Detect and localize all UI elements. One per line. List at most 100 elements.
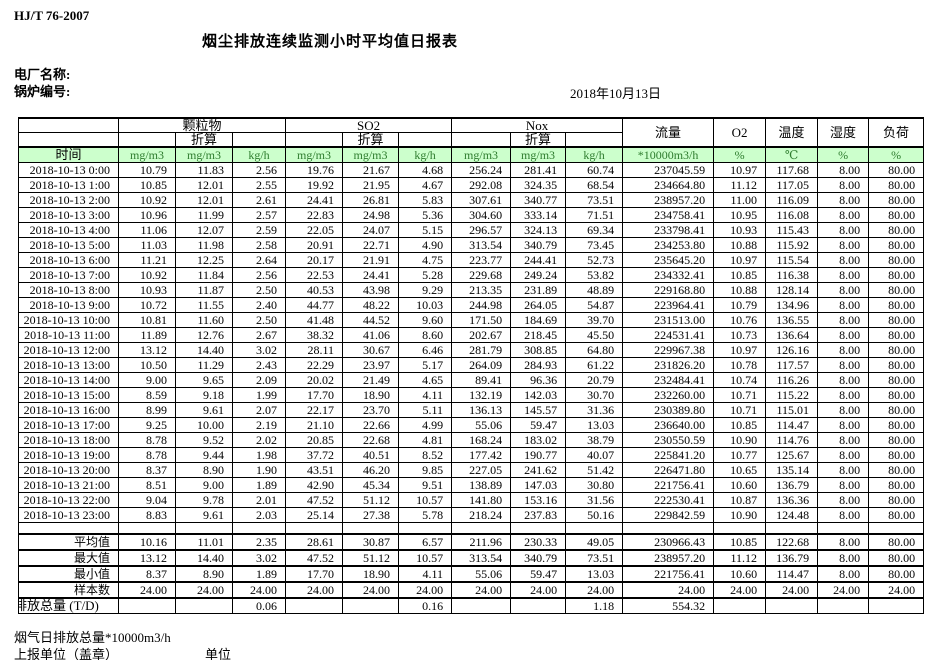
value-cell: 80.00 <box>868 492 925 508</box>
time-cell: 2018-10-13 23:00 <box>18 507 119 523</box>
value-cell: 53.82 <box>565 267 624 283</box>
value-cell: 11.21 <box>118 252 176 268</box>
value-cell: 10.90 <box>713 432 767 448</box>
value-cell: 4.75 <box>398 252 453 268</box>
time-cell: 2018-10-13 7:00 <box>18 267 119 283</box>
summary-value-cell: 80.00 <box>868 565 925 583</box>
value-cell: 292.08 <box>451 177 512 193</box>
value-cell: 10.97 <box>713 162 767 178</box>
value-cell: 80.00 <box>868 297 925 313</box>
value-cell: 11.99 <box>175 207 233 223</box>
value-cell: 21.49 <box>342 372 400 388</box>
summary-value-cell: 17.70 <box>285 565 344 583</box>
summary-value-cell: 24.00 <box>622 581 715 599</box>
value-cell: 2.07 <box>231 402 287 418</box>
value-cell: 2.43 <box>231 357 287 373</box>
value-cell: 183.02 <box>510 432 567 448</box>
value-cell: 171.50 <box>451 312 512 328</box>
value-cell: 2.19 <box>231 417 287 433</box>
time-cell: 2018-10-13 11:00 <box>18 327 119 343</box>
summary-value-cell: 114.47 <box>765 565 819 583</box>
time-cell: 2018-10-13 0:00 <box>18 162 119 178</box>
value-cell: 9.61 <box>175 402 233 418</box>
value-cell: 202.67 <box>451 327 512 343</box>
value-cell: 234758.41 <box>622 207 715 223</box>
value-cell: 61.22 <box>565 357 624 373</box>
value-cell: 10.85 <box>118 177 176 193</box>
table-row: 2018-10-13 5:00 11.03 11.98 2.58 20.91 22.71 4… <box>18 237 925 253</box>
value-cell: 9.44 <box>175 447 233 463</box>
spacer-cell <box>868 522 925 535</box>
time-cell: 2018-10-13 16:00 <box>18 402 119 418</box>
value-cell: 244.98 <box>451 297 512 313</box>
value-cell: 46.20 <box>342 462 400 478</box>
summary-value-cell: 0.16 <box>398 597 453 614</box>
value-cell: 8.59 <box>118 387 176 403</box>
value-cell: 80.00 <box>868 357 925 373</box>
value-cell: 232484.41 <box>622 372 715 388</box>
value-cell: 18.90 <box>342 387 400 403</box>
value-cell: 8.00 <box>817 447 870 463</box>
value-cell: 11.29 <box>175 357 233 373</box>
time-cell: 2018-10-13 8:00 <box>18 282 119 298</box>
table-row: 2018-10-13 16:00 8.99 9.61 2.07 22.17 23.70 5.… <box>18 402 925 418</box>
value-cell: 10.85 <box>713 267 767 283</box>
summary-value-cell: 24.00 <box>765 581 819 599</box>
summary-value-cell: 14.40 <box>175 549 233 567</box>
standard-number: HJ/T 76-2007 <box>14 8 90 23</box>
value-cell: 218.24 <box>451 507 512 523</box>
value-cell: 2.59 <box>231 222 287 238</box>
value-cell: 2.01 <box>231 492 287 508</box>
value-cell: 117.05 <box>765 177 819 193</box>
value-cell: 145.57 <box>510 402 567 418</box>
value-cell: 225841.20 <box>622 447 715 463</box>
value-cell: 10.71 <box>713 387 767 403</box>
value-cell: 80.00 <box>868 507 925 523</box>
summary-value-cell: 238957.20 <box>622 549 715 567</box>
summary-value-cell <box>175 597 233 614</box>
value-cell: 10.81 <box>118 312 176 328</box>
value-cell: 11.89 <box>118 327 176 343</box>
summary-row: 平均值 10.16 11.01 2.35 28.61 30.87 6.57 211.96 230… <box>18 533 925 551</box>
value-cell: 8.00 <box>817 387 870 403</box>
value-cell: 31.36 <box>565 402 624 418</box>
value-cell: 28.11 <box>285 342 344 358</box>
header-converted: 折算 <box>342 132 400 148</box>
value-cell: 80.00 <box>868 402 925 418</box>
value-cell: 80.00 <box>868 267 925 283</box>
summary-value-cell: 221756.41 <box>622 565 715 583</box>
value-cell: 9.60 <box>398 312 453 328</box>
summary-row: 样本数 24.00 24.00 24.00 24.00 24.00 24.00 24.00 24… <box>18 581 925 599</box>
value-cell: 2.09 <box>231 372 287 388</box>
value-cell: 340.77 <box>510 192 567 208</box>
value-cell: 20.79 <box>565 372 624 388</box>
value-cell: 9.61 <box>175 507 233 523</box>
time-cell: 2018-10-13 17:00 <box>18 417 119 433</box>
summary-value-cell: 55.06 <box>451 565 512 583</box>
summary-value-cell <box>118 597 176 614</box>
value-cell: 5.78 <box>398 507 453 523</box>
value-cell: 11.06 <box>118 222 176 238</box>
value-cell: 19.92 <box>285 177 344 193</box>
value-cell: 10.87 <box>713 492 767 508</box>
summary-label-cell: 最小值 <box>18 565 119 583</box>
value-cell: 125.67 <box>765 447 819 463</box>
summary-value-cell: 8.90 <box>175 565 233 583</box>
value-cell: 241.62 <box>510 462 567 478</box>
value-cell: 80.00 <box>868 162 925 178</box>
summary-value-cell: 8.00 <box>817 565 870 583</box>
value-cell: 8.00 <box>817 342 870 358</box>
value-cell: 10.92 <box>118 267 176 283</box>
value-cell: 17.70 <box>285 387 344 403</box>
spacer-cell <box>765 522 819 535</box>
value-cell: 1.89 <box>231 477 287 493</box>
summary-value-cell <box>285 597 344 614</box>
value-cell: 116.38 <box>765 267 819 283</box>
value-cell: 80.00 <box>868 282 925 298</box>
summary-value-cell: 24.00 <box>175 581 233 599</box>
value-cell: 264.05 <box>510 297 567 313</box>
summary-value-cell: 1.89 <box>231 565 287 583</box>
value-cell: 2.61 <box>231 192 287 208</box>
spacer-cell <box>285 522 344 535</box>
